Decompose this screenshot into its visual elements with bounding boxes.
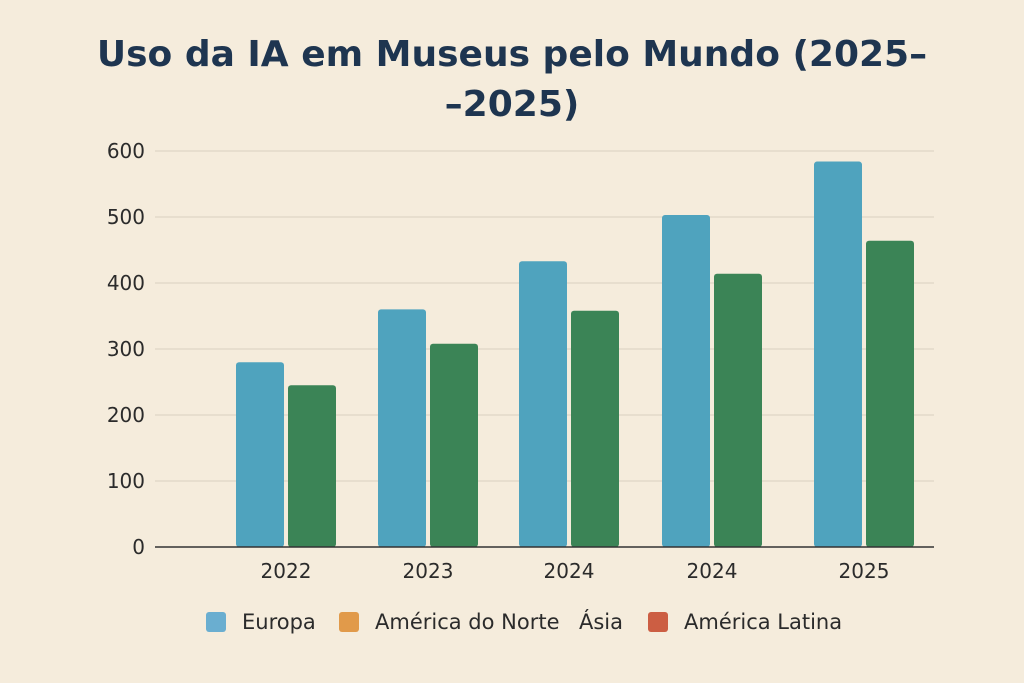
bar-series-1-2022 — [236, 362, 284, 547]
x-tick-label: 2023 — [403, 559, 454, 583]
legend-label-asia: Ásia — [579, 610, 624, 634]
bar-series-2-2022 — [288, 385, 336, 547]
legend-swatch-america-do-norte — [339, 612, 359, 632]
chart-title-line-1: Uso da IA em Museus pelo Mundo (2025– — [96, 34, 928, 75]
x-tick-label: 2024 — [687, 559, 738, 583]
legend-label-america-do-norte: América do Norte — [375, 610, 560, 634]
legend-label-europa: Europa — [242, 610, 316, 634]
y-tick-label: 100 — [107, 469, 145, 493]
chart-title-line-2: –2025) — [444, 84, 580, 125]
x-tick-label: 2022 — [261, 559, 312, 583]
x-tick-label: 2025 — [839, 559, 890, 583]
bar-series-2-2024 — [571, 310, 619, 547]
bars — [236, 161, 914, 547]
y-tick-label: 600 — [107, 139, 145, 163]
y-tick-label: 500 — [107, 205, 145, 229]
legend-swatch-europa — [206, 612, 226, 632]
x-axis-ticks: 2022 2023 2024 2024 2025 — [261, 559, 890, 583]
chart-title: Uso da IA em Museus pelo Mundo (2025– –2… — [0, 30, 1024, 130]
bar-series-1-2024 — [662, 215, 710, 547]
bar-series-1-2025 — [814, 161, 862, 547]
legend-label-america-latina: América Latina — [684, 610, 843, 634]
bar-series-2-2023 — [430, 343, 478, 547]
legend-swatch-america-latina — [648, 612, 668, 632]
bar-series-1-2023 — [378, 309, 426, 547]
bar-series-2-2024 — [714, 273, 762, 547]
y-tick-label: 300 — [107, 337, 145, 361]
legend: Europa América do Norte Ásia América Lat… — [0, 604, 1024, 640]
y-tick-label: 400 — [107, 271, 145, 295]
bar-series-2-2025 — [866, 240, 914, 547]
bar-series-1-2024 — [519, 261, 567, 547]
y-tick-label: 200 — [107, 403, 145, 427]
y-axis-ticks: 0 100 200 300 400 500 600 — [107, 139, 145, 559]
x-tick-label: 2024 — [544, 559, 595, 583]
y-tick-label: 0 — [132, 535, 145, 559]
